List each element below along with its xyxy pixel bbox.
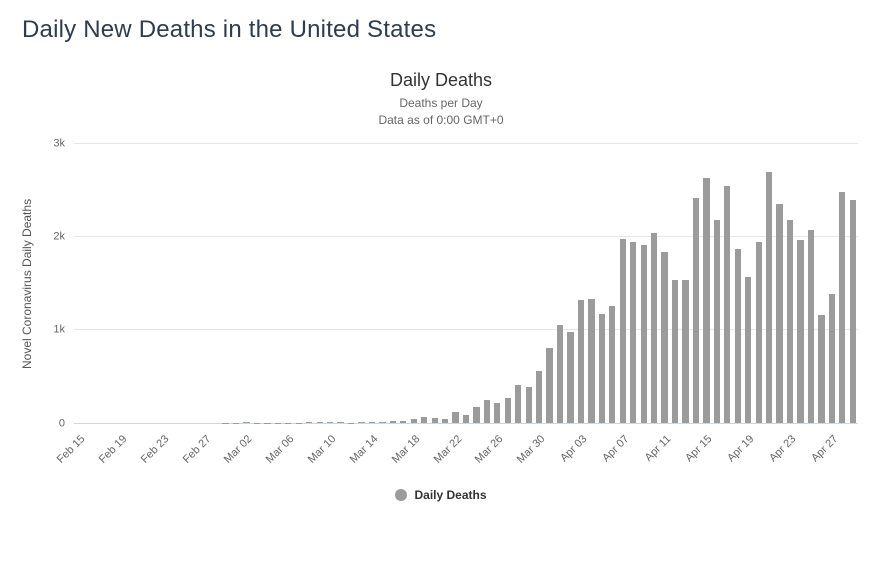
bar-apr-09[interactable] [641,245,647,422]
bar-mar-15[interactable] [379,422,385,423]
bar-apr-22[interactable] [776,204,782,422]
bar-mar-29[interactable] [526,387,532,423]
bar-mar-24[interactable] [473,407,479,422]
legend-marker-icon [395,489,407,501]
y-axis-tick-label: 0 [59,418,74,429]
page-title: Daily New Deaths in the United States [22,16,880,44]
y-axis-tick-label: 3k [53,138,74,149]
bar-mar-26[interactable] [494,403,500,423]
bar-apr-12[interactable] [672,280,678,423]
bar-apr-01[interactable] [557,325,563,423]
bar-mar-25[interactable] [484,400,490,423]
bar-apr-28[interactable] [839,192,845,423]
bar-mar-22[interactable] [452,412,458,422]
legend-item-daily-deaths[interactable]: Daily Deaths [18,488,864,502]
daily-deaths-chart: Daily Deaths Deaths per Day Data as of 0… [18,70,864,502]
bar-apr-29[interactable] [850,200,856,423]
y-axis-title: Novel Coronavirus Daily Deaths [18,144,38,424]
bar-apr-14[interactable] [693,198,699,423]
y-axis-tick-label: 1k [53,325,74,336]
bar-mar-21[interactable] [442,419,448,423]
chart-subtitle-line2: Data as of 0:00 GMT+0 [18,112,864,129]
bar-apr-05[interactable] [599,314,605,423]
bar-mar-14[interactable] [369,422,375,423]
bar-mar-27[interactable] [505,398,511,423]
bar-apr-24[interactable] [797,240,803,423]
bar-apr-07[interactable] [620,239,626,423]
bar-apr-13[interactable] [682,280,688,423]
gridline-3k [74,143,858,144]
legend-label: Daily Deaths [414,488,486,502]
chart-title: Daily Deaths [18,70,864,91]
bar-apr-17[interactable] [724,186,730,423]
bar-apr-06[interactable] [609,306,615,423]
page: Daily New Deaths in the United States Da… [0,16,880,584]
bar-mar-30[interactable] [536,371,542,423]
bar-apr-03[interactable] [578,300,584,423]
bar-apr-18[interactable] [735,249,741,423]
bar-mar-20[interactable] [432,418,438,423]
bar-mar-11[interactable] [337,422,343,423]
bar-apr-19[interactable] [745,277,751,423]
bar-apr-27[interactable] [829,294,835,423]
gridline-2k [74,236,858,237]
bar-apr-08[interactable] [630,242,636,423]
bar-apr-16[interactable] [714,220,720,423]
bar-mar-18[interactable] [411,419,417,423]
bar-apr-10[interactable] [651,233,657,423]
bar-mar-31[interactable] [546,348,552,423]
bar-mar-19[interactable] [421,417,427,422]
bar-apr-15[interactable] [703,178,709,423]
bar-mar-13[interactable] [358,422,364,423]
bar-mar-16[interactable] [390,421,396,423]
bar-apr-23[interactable] [787,220,793,423]
bar-apr-11[interactable] [661,252,667,423]
y-axis-tick-label: 2k [53,232,74,243]
bar-apr-25[interactable] [808,230,814,423]
bar-apr-20[interactable] [756,242,762,423]
bar-apr-26[interactable] [818,315,824,423]
bar-mar-23[interactable] [463,415,469,422]
chart-subtitle-line1: Deaths per Day [18,95,864,112]
bar-apr-21[interactable] [766,172,772,422]
bar-mar-17[interactable] [400,421,406,423]
bar-mar-28[interactable] [515,385,521,422]
bar-apr-02[interactable] [567,332,573,422]
bar-apr-04[interactable] [588,299,594,423]
